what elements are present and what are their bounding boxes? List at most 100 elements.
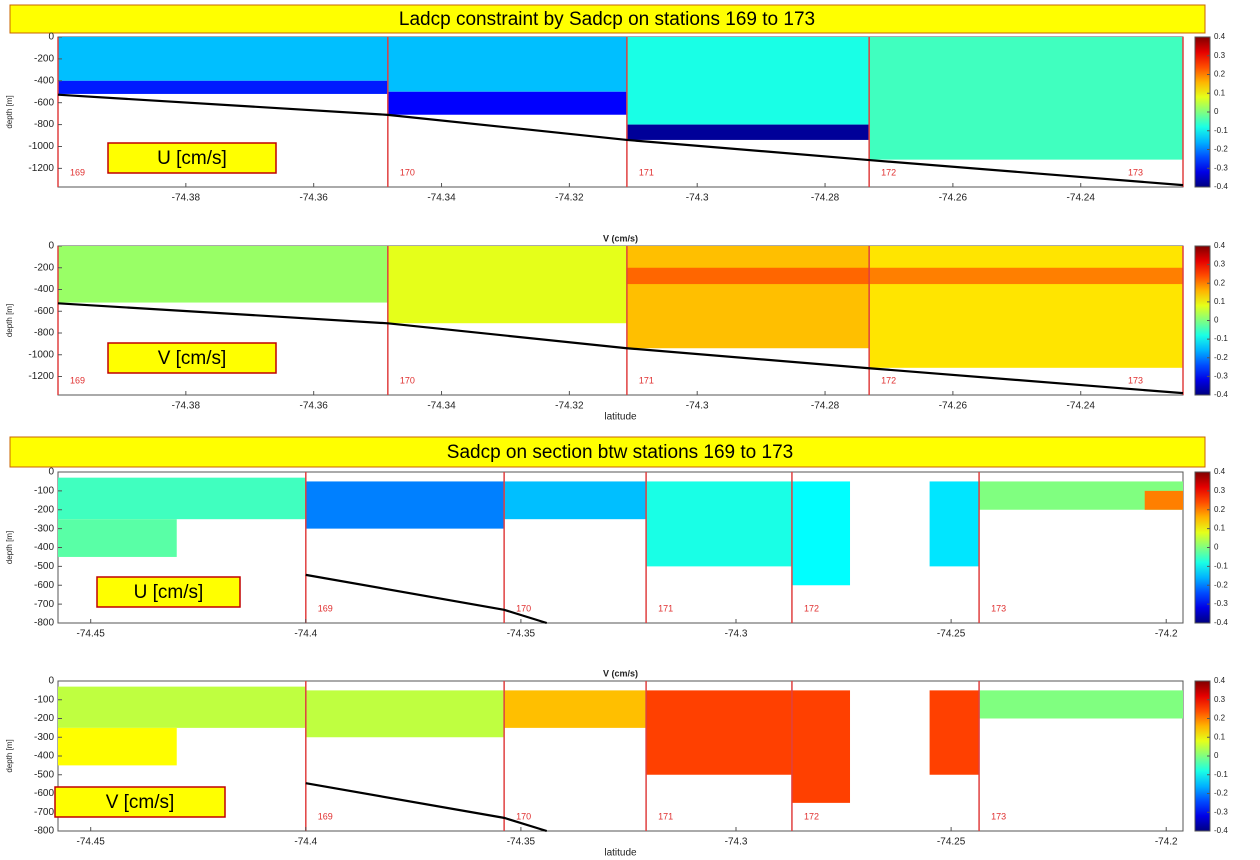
station-label: 173	[991, 603, 1006, 613]
y-tick-label: -300	[34, 732, 54, 743]
heatmap-cell	[626, 246, 870, 349]
x-tick-label: -74.36	[300, 193, 329, 204]
heatmap-cell	[58, 686, 306, 728]
station-label: 169	[70, 167, 85, 177]
heatmap-cell	[387, 246, 627, 324]
x-tick-label: -74.28	[811, 401, 840, 412]
y-tick-label: -1200	[28, 371, 54, 382]
heatmap-cell	[626, 267, 870, 285]
station-label: 173	[1128, 167, 1143, 177]
colorbar-tick-label: 0.2	[1214, 278, 1226, 287]
colorbar-tick-label: 0.4	[1214, 676, 1226, 685]
x-tick-label: -74.34	[427, 401, 456, 412]
heatmap-cell	[58, 37, 388, 81]
bottom-line	[305, 573, 548, 625]
heatmap-cell	[387, 37, 627, 92]
y-tick-label: -500	[34, 561, 54, 572]
x-axis-label: latitude	[604, 848, 637, 859]
y-tick-label: -200	[34, 262, 54, 273]
x-tick-label: -74.26	[939, 401, 968, 412]
heatmap-cell	[626, 124, 870, 140]
heatmap-cell	[869, 267, 1183, 285]
y-tick-label: -400	[34, 751, 54, 762]
x-tick-label: -74.32	[555, 193, 584, 204]
y-axis-label: depth [m]	[5, 304, 14, 337]
colorbar-tick-label: -0.3	[1214, 371, 1228, 380]
x-tick-label: -74.25	[937, 837, 966, 848]
colorbar-tick-label: 0.3	[1214, 695, 1226, 704]
x-tick-label: -74.35	[507, 629, 536, 640]
y-tick-label: -200	[34, 54, 54, 65]
heatmap-cell	[929, 690, 980, 775]
station-label: 170	[516, 811, 531, 821]
colorbar-tick-label: -0.2	[1214, 789, 1228, 798]
banner-title: Ladcp constraint by Sadcp on stations 16…	[399, 9, 815, 30]
station-label: 172	[881, 375, 896, 385]
banner	[9, 4, 1206, 34]
station-label: 169	[70, 375, 85, 385]
x-tick-label: -74.3	[725, 837, 748, 848]
station-label: 169	[318, 603, 333, 613]
colorbar-tick-label: -0.1	[1214, 561, 1228, 570]
colorbar-tick-label: 0.3	[1214, 51, 1226, 60]
heatmap-cell	[979, 690, 1183, 719]
heatmap-cell	[646, 481, 792, 567]
y-tick-label: -1200	[28, 163, 54, 174]
station-label: 171	[639, 167, 654, 177]
y-tick-label: 0	[48, 467, 54, 478]
label-box-text: V [cm/s]	[106, 792, 175, 813]
heatmap-cell	[58, 727, 177, 766]
colorbar-tick-label: 0.3	[1214, 486, 1226, 495]
heatmap-cell	[869, 246, 1183, 368]
x-tick-label: -74.3	[686, 401, 709, 412]
heatmap-cell	[626, 37, 870, 125]
y-tick-label: -1000	[28, 349, 54, 360]
x-tick-label: -74.25	[937, 629, 966, 640]
y-axis-label: depth [m]	[5, 531, 14, 564]
heatmap-cell	[305, 690, 505, 738]
colorbar-tick-label: -0.3	[1214, 599, 1228, 608]
colorbar-tick-label: -0.4	[1214, 390, 1228, 399]
colorbar-tick-label: -0.4	[1214, 826, 1228, 835]
colorbar-tick-label: -0.2	[1214, 145, 1228, 154]
colorbar-tick-label: -0.2	[1214, 580, 1228, 589]
heatmap-cell	[58, 477, 306, 520]
y-tick-label: -800	[34, 328, 54, 339]
station-label: 172	[881, 167, 896, 177]
y-tick-label: -700	[34, 599, 54, 610]
y-axis-label: depth [m]	[5, 95, 14, 128]
y-tick-label: -700	[34, 807, 54, 818]
heatmap-cell	[58, 519, 177, 557]
y-tick-label: -200	[34, 504, 54, 515]
colorbar-tick-label: -0.4	[1214, 618, 1228, 627]
heatmap-cell	[387, 91, 627, 115]
x-tick-label: -74.35	[507, 837, 536, 848]
y-tick-label: 0	[48, 32, 54, 43]
x-tick-label: -74.36	[300, 401, 329, 412]
heatmap-cell	[504, 690, 647, 728]
colorbar-tick-label: 0.4	[1214, 241, 1226, 250]
colorbar-tick-label: 0.1	[1214, 88, 1226, 97]
heatmap-cell	[58, 246, 388, 303]
station-label: 173	[1128, 375, 1143, 385]
y-tick-label: -600	[34, 306, 54, 317]
station-label: 171	[658, 603, 673, 613]
colorbar-tick-label: -0.1	[1214, 770, 1228, 779]
x-tick-label: -74.32	[555, 401, 584, 412]
x-tick-label: -74.26	[939, 193, 968, 204]
heatmap-cell	[791, 690, 851, 803]
station-label: 171	[639, 375, 654, 385]
station-label: 172	[804, 811, 819, 821]
y-tick-label: -300	[34, 523, 54, 534]
station-label: 173	[991, 811, 1006, 821]
heatmap-cell	[1144, 490, 1183, 510]
x-tick-label: -74.45	[77, 837, 106, 848]
heatmap-cell	[504, 481, 647, 520]
heatmap-cell	[929, 481, 980, 567]
banner-title: Sadcp on section btw stations 169 to 173	[447, 442, 793, 463]
x-tick-label: -74.28	[811, 193, 840, 204]
y-tick-label: -400	[34, 284, 54, 295]
banner	[9, 436, 1206, 468]
label-box-text: U [cm/s]	[157, 148, 227, 169]
